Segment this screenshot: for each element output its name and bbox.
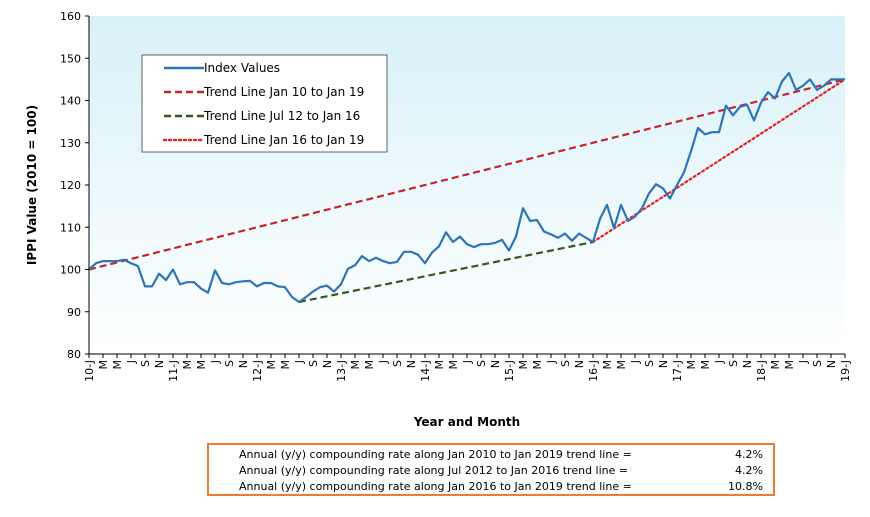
x-tick-label: S	[643, 360, 656, 367]
x-tick-label: 11-J	[167, 360, 180, 382]
x-tick-label: N	[657, 360, 670, 368]
x-tick-label: 12-J	[251, 360, 264, 382]
y-tick-label: 90	[67, 306, 81, 319]
x-tick-label: N	[153, 360, 166, 368]
series-line-3	[591, 78, 847, 244]
x-tick-label: M	[363, 360, 376, 370]
x-tick-label: J	[461, 360, 474, 364]
summary-row: Annual (y/y) compounding rate along Jan …	[209, 447, 773, 463]
x-tick-label: 19-J	[839, 360, 852, 382]
x-tick-label: S	[475, 360, 488, 367]
legend-label: Trend Line Jul 12 to Jan 16	[203, 109, 360, 123]
x-tick-label: M	[769, 360, 782, 370]
series-line-1	[88, 78, 846, 271]
x-tick-label: 17-J	[671, 360, 684, 382]
x-tick-label: M	[685, 360, 698, 370]
x-tick-label: M	[97, 360, 110, 370]
x-axis-title: Year and Month	[413, 415, 520, 429]
x-tick-label: N	[405, 360, 418, 368]
legend-label: Trend Line Jan 16 to Jan 19	[203, 133, 364, 147]
x-tick-label: N	[321, 360, 334, 368]
x-tick-label: M	[111, 360, 124, 370]
x-tick-label: M	[349, 360, 362, 370]
legend-label: Index Values	[204, 61, 280, 75]
summary-row: Annual (y/y) compounding rate along Jan …	[209, 479, 773, 495]
x-tick-label: S	[559, 360, 572, 367]
summary-value: 4.2%	[735, 448, 763, 461]
x-tick-label: J	[797, 360, 810, 364]
x-tick-label: 14-J	[419, 360, 432, 382]
summary-label: Annual (y/y) compounding rate along Jan …	[239, 480, 632, 493]
x-tick-label: M	[531, 360, 544, 370]
compounding-rate-summary: Annual (y/y) compounding rate along Jan …	[207, 443, 775, 496]
y-axis-title: IPPI Value (2010 = 100)	[25, 105, 39, 265]
x-tick-label: M	[433, 360, 446, 370]
summary-label: Annual (y/y) compounding rate along Jan …	[239, 448, 632, 461]
y-tick-label: 100	[60, 264, 81, 277]
x-tick-label: M	[517, 360, 530, 370]
x-tick-label: S	[811, 360, 824, 367]
x-tick-label: J	[293, 360, 306, 364]
y-tick-label: 80	[67, 348, 81, 361]
legend: Index Values Trend Line Jan 10 to Jan 19 T…	[141, 54, 388, 153]
x-tick-label: M	[279, 360, 292, 370]
summary-label: Annual (y/y) compounding rate along Jul …	[239, 464, 629, 477]
x-tick-label: S	[307, 360, 320, 367]
x-tick-label: M	[265, 360, 278, 370]
series-line-0	[88, 71, 845, 304]
x-tick-label: J	[125, 360, 138, 364]
y-tick-label: 150	[60, 52, 81, 65]
legend-label: Trend Line Jan 10 to Jan 19	[203, 85, 364, 99]
x-tick-label: 10-J	[83, 360, 96, 382]
x-tick-label: S	[727, 360, 740, 367]
y-tick-label: 160	[60, 10, 81, 23]
x-tick-label: 18-J	[755, 360, 768, 382]
x-tick-label: N	[237, 360, 250, 368]
x-tick-label: 16-J	[587, 360, 600, 382]
x-tick-label: S	[139, 360, 152, 367]
legend-box	[141, 54, 388, 153]
x-tick-label: M	[447, 360, 460, 370]
x-tick-label: S	[223, 360, 236, 367]
x-tick-label: J	[377, 360, 390, 364]
x-tick-label: N	[489, 360, 502, 368]
summary-value: 10.8%	[728, 480, 763, 493]
x-tick-label: M	[615, 360, 628, 370]
series-line-2	[298, 240, 594, 304]
summary-value: 4.2%	[735, 464, 763, 477]
summary-row: Annual (y/y) compounding rate along Jul …	[209, 463, 773, 479]
x-tick-label: J	[209, 360, 222, 364]
x-tick-label: N	[741, 360, 754, 368]
y-tick-label: 120	[60, 179, 81, 192]
x-tick-label: N	[573, 360, 586, 368]
y-tick-label: 140	[60, 95, 81, 108]
x-tick-label: J	[629, 360, 642, 364]
x-tick-label: S	[391, 360, 404, 367]
y-tick-label: 130	[60, 137, 81, 150]
x-tick-label: N	[825, 360, 838, 368]
x-tick-label: J	[545, 360, 558, 364]
x-tick-label: M	[783, 360, 796, 370]
x-tick-label: J	[713, 360, 726, 364]
x-tick-label: M	[601, 360, 614, 370]
y-tick-label: 110	[60, 221, 81, 234]
x-tick-label: 15-J	[503, 360, 516, 382]
x-tick-label: M	[181, 360, 194, 370]
x-tick-label: M	[699, 360, 712, 370]
x-tick-label: 13-J	[335, 360, 348, 382]
x-tick-label: M	[195, 360, 208, 370]
